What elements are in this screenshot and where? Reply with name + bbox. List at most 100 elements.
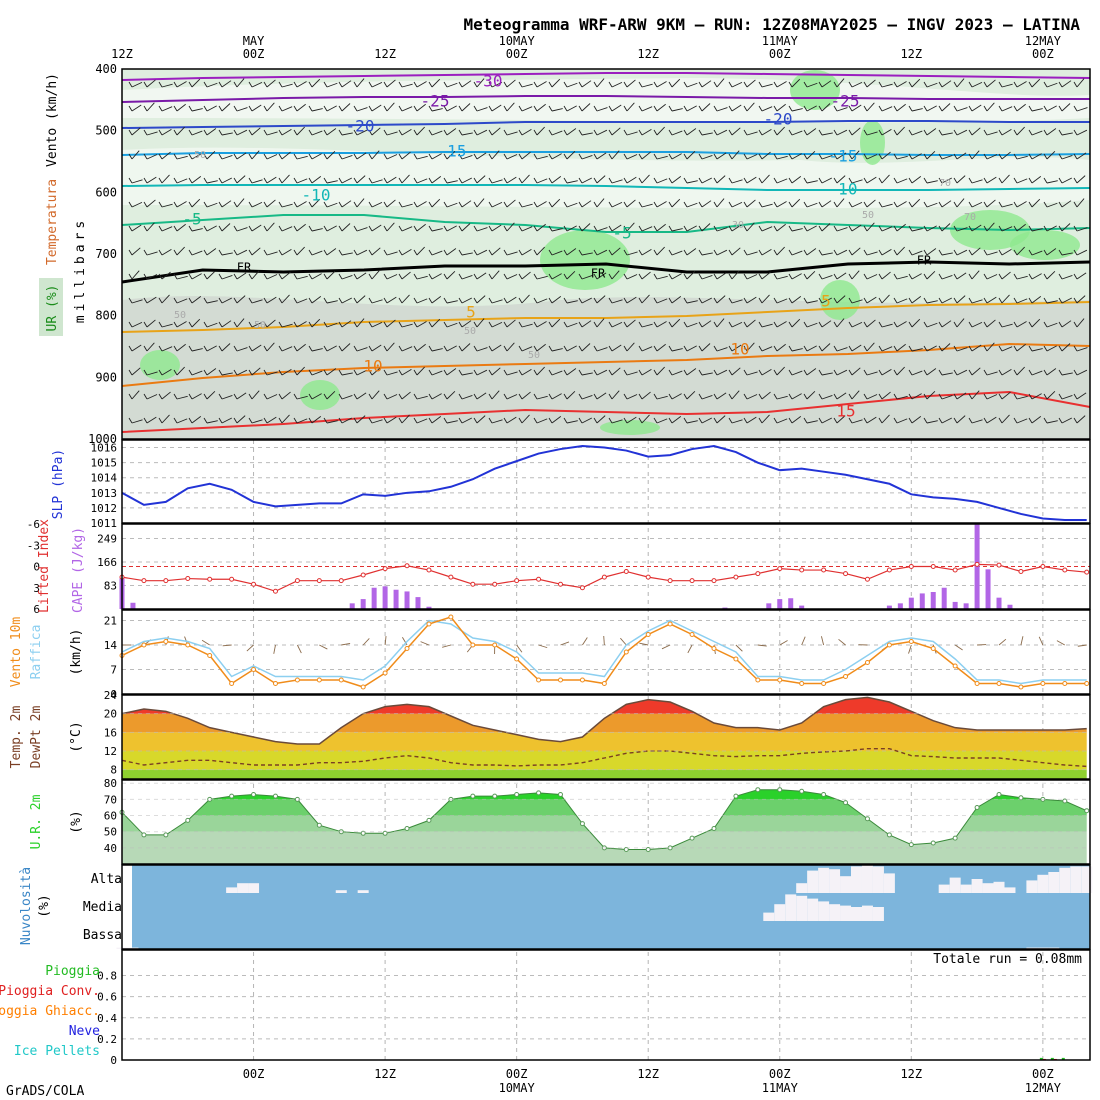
wind-barb	[461, 80, 472, 88]
wind-barb-tick	[293, 393, 298, 400]
wind-barb	[806, 300, 818, 304]
wind-barb	[791, 318, 801, 328]
wind-barb-tick	[533, 393, 538, 400]
wind-barb-tick	[1058, 321, 1063, 328]
wind-barb-tick	[938, 105, 943, 112]
wind-barb-tick	[983, 321, 988, 328]
wind-barb-tick	[128, 297, 133, 304]
wind10m-marker	[974, 681, 980, 686]
wind-barb-tick	[1043, 369, 1048, 376]
rh-marker	[229, 793, 235, 799]
wind-barb	[491, 104, 502, 112]
pressure-tick-label: 700	[95, 247, 117, 261]
wind-barb-tick	[308, 201, 313, 208]
wind10m-marker	[426, 621, 432, 627]
wind-barb-tick	[188, 81, 193, 88]
wind-barb	[1031, 153, 1042, 160]
wind-barb	[146, 251, 158, 256]
wind-barb-tick	[218, 345, 223, 352]
wind-barb	[941, 223, 951, 232]
wind-barb	[926, 391, 936, 400]
wind-barb-tick	[833, 153, 838, 160]
wind-barb	[656, 321, 667, 328]
wind-barb-tick	[578, 393, 583, 400]
wind-barb	[911, 228, 923, 232]
wind-barb-tick	[923, 321, 928, 328]
wind-barb-tick	[233, 105, 238, 112]
wind-barb	[266, 394, 278, 400]
wind-barb	[791, 393, 802, 400]
wind-barb-tick	[908, 297, 913, 304]
wind-barb-tick	[1028, 153, 1033, 160]
wind-barb	[491, 299, 503, 304]
wind-barb	[176, 81, 187, 88]
wind-barb-tick	[1058, 417, 1063, 424]
wind-barb	[1016, 126, 1025, 136]
wind-barb-tick	[968, 105, 973, 112]
wind-barb-tick	[608, 297, 613, 304]
wind-barb-tick	[413, 393, 418, 400]
wind-barb	[1061, 223, 1071, 232]
wind-barb	[326, 322, 338, 328]
wind-barb	[896, 366, 905, 376]
wind-barb-tick	[758, 297, 763, 304]
cloud-level-label: Media	[83, 900, 122, 915]
wind-barb	[881, 391, 891, 400]
slp-line	[121, 445, 1087, 521]
wind-barb-tick	[548, 321, 553, 328]
wind-barb-tick	[713, 321, 718, 328]
wind-barb-tick	[1058, 393, 1063, 400]
li-marker	[974, 561, 980, 567]
wind-barb-tick	[548, 273, 553, 280]
wind-barb-tick	[953, 345, 958, 352]
wind-barb-tick	[593, 417, 598, 424]
wind-barb	[881, 346, 893, 352]
wind-barb	[1016, 103, 1026, 112]
wind-barb	[1031, 250, 1043, 256]
wind-arrow	[801, 636, 806, 646]
wind10m-marker	[316, 677, 322, 683]
wind-barb-tick	[368, 369, 373, 376]
wind-barb-tick	[578, 129, 583, 136]
wind-barb	[206, 105, 217, 112]
li-marker	[404, 563, 410, 569]
wind-barb	[716, 227, 728, 232]
wind-barb-tick	[473, 201, 478, 208]
wind-barb-tick	[143, 417, 148, 424]
wind-barb-tick	[323, 129, 328, 136]
wind-barb-tick	[1043, 249, 1048, 256]
wind-barb	[521, 391, 531, 400]
wind-barb-tick	[743, 369, 748, 376]
li-marker	[514, 578, 520, 584]
wind-barb-tick	[818, 273, 823, 280]
wind-barb	[926, 271, 936, 280]
wind-barb	[701, 417, 713, 424]
wind-barb-tick	[248, 153, 253, 160]
wind-barb-tick	[638, 369, 643, 376]
ylabel-upper-wind: Vento (km/h)	[45, 73, 60, 167]
wind-barb-tick	[173, 297, 178, 304]
wind-barb-tick	[443, 297, 448, 304]
wind-barb-tick	[923, 81, 928, 88]
rh-marker	[141, 832, 147, 838]
wind-barb	[941, 154, 953, 160]
rh-contour-label: 50	[528, 350, 540, 361]
wind-barb	[176, 178, 188, 184]
wind-barb-tick	[533, 105, 538, 112]
wind-barb-tick	[233, 129, 238, 136]
li-marker	[733, 574, 739, 580]
wind-barb-tick	[1058, 273, 1063, 280]
wind-barb	[686, 128, 697, 136]
wind-barb	[251, 367, 261, 376]
wind10m-marker	[799, 681, 805, 686]
wind-barb	[881, 226, 893, 232]
wind-barb-tick	[968, 129, 973, 136]
wind-barb-tick	[518, 129, 523, 136]
cloud-block	[818, 867, 830, 893]
wind-arrow	[246, 644, 254, 652]
wind-barb	[311, 130, 323, 136]
wind-barb-tick	[908, 225, 913, 232]
wind-barb	[1031, 176, 1042, 184]
li-marker	[251, 581, 257, 587]
wind-barb-tick	[203, 249, 208, 256]
